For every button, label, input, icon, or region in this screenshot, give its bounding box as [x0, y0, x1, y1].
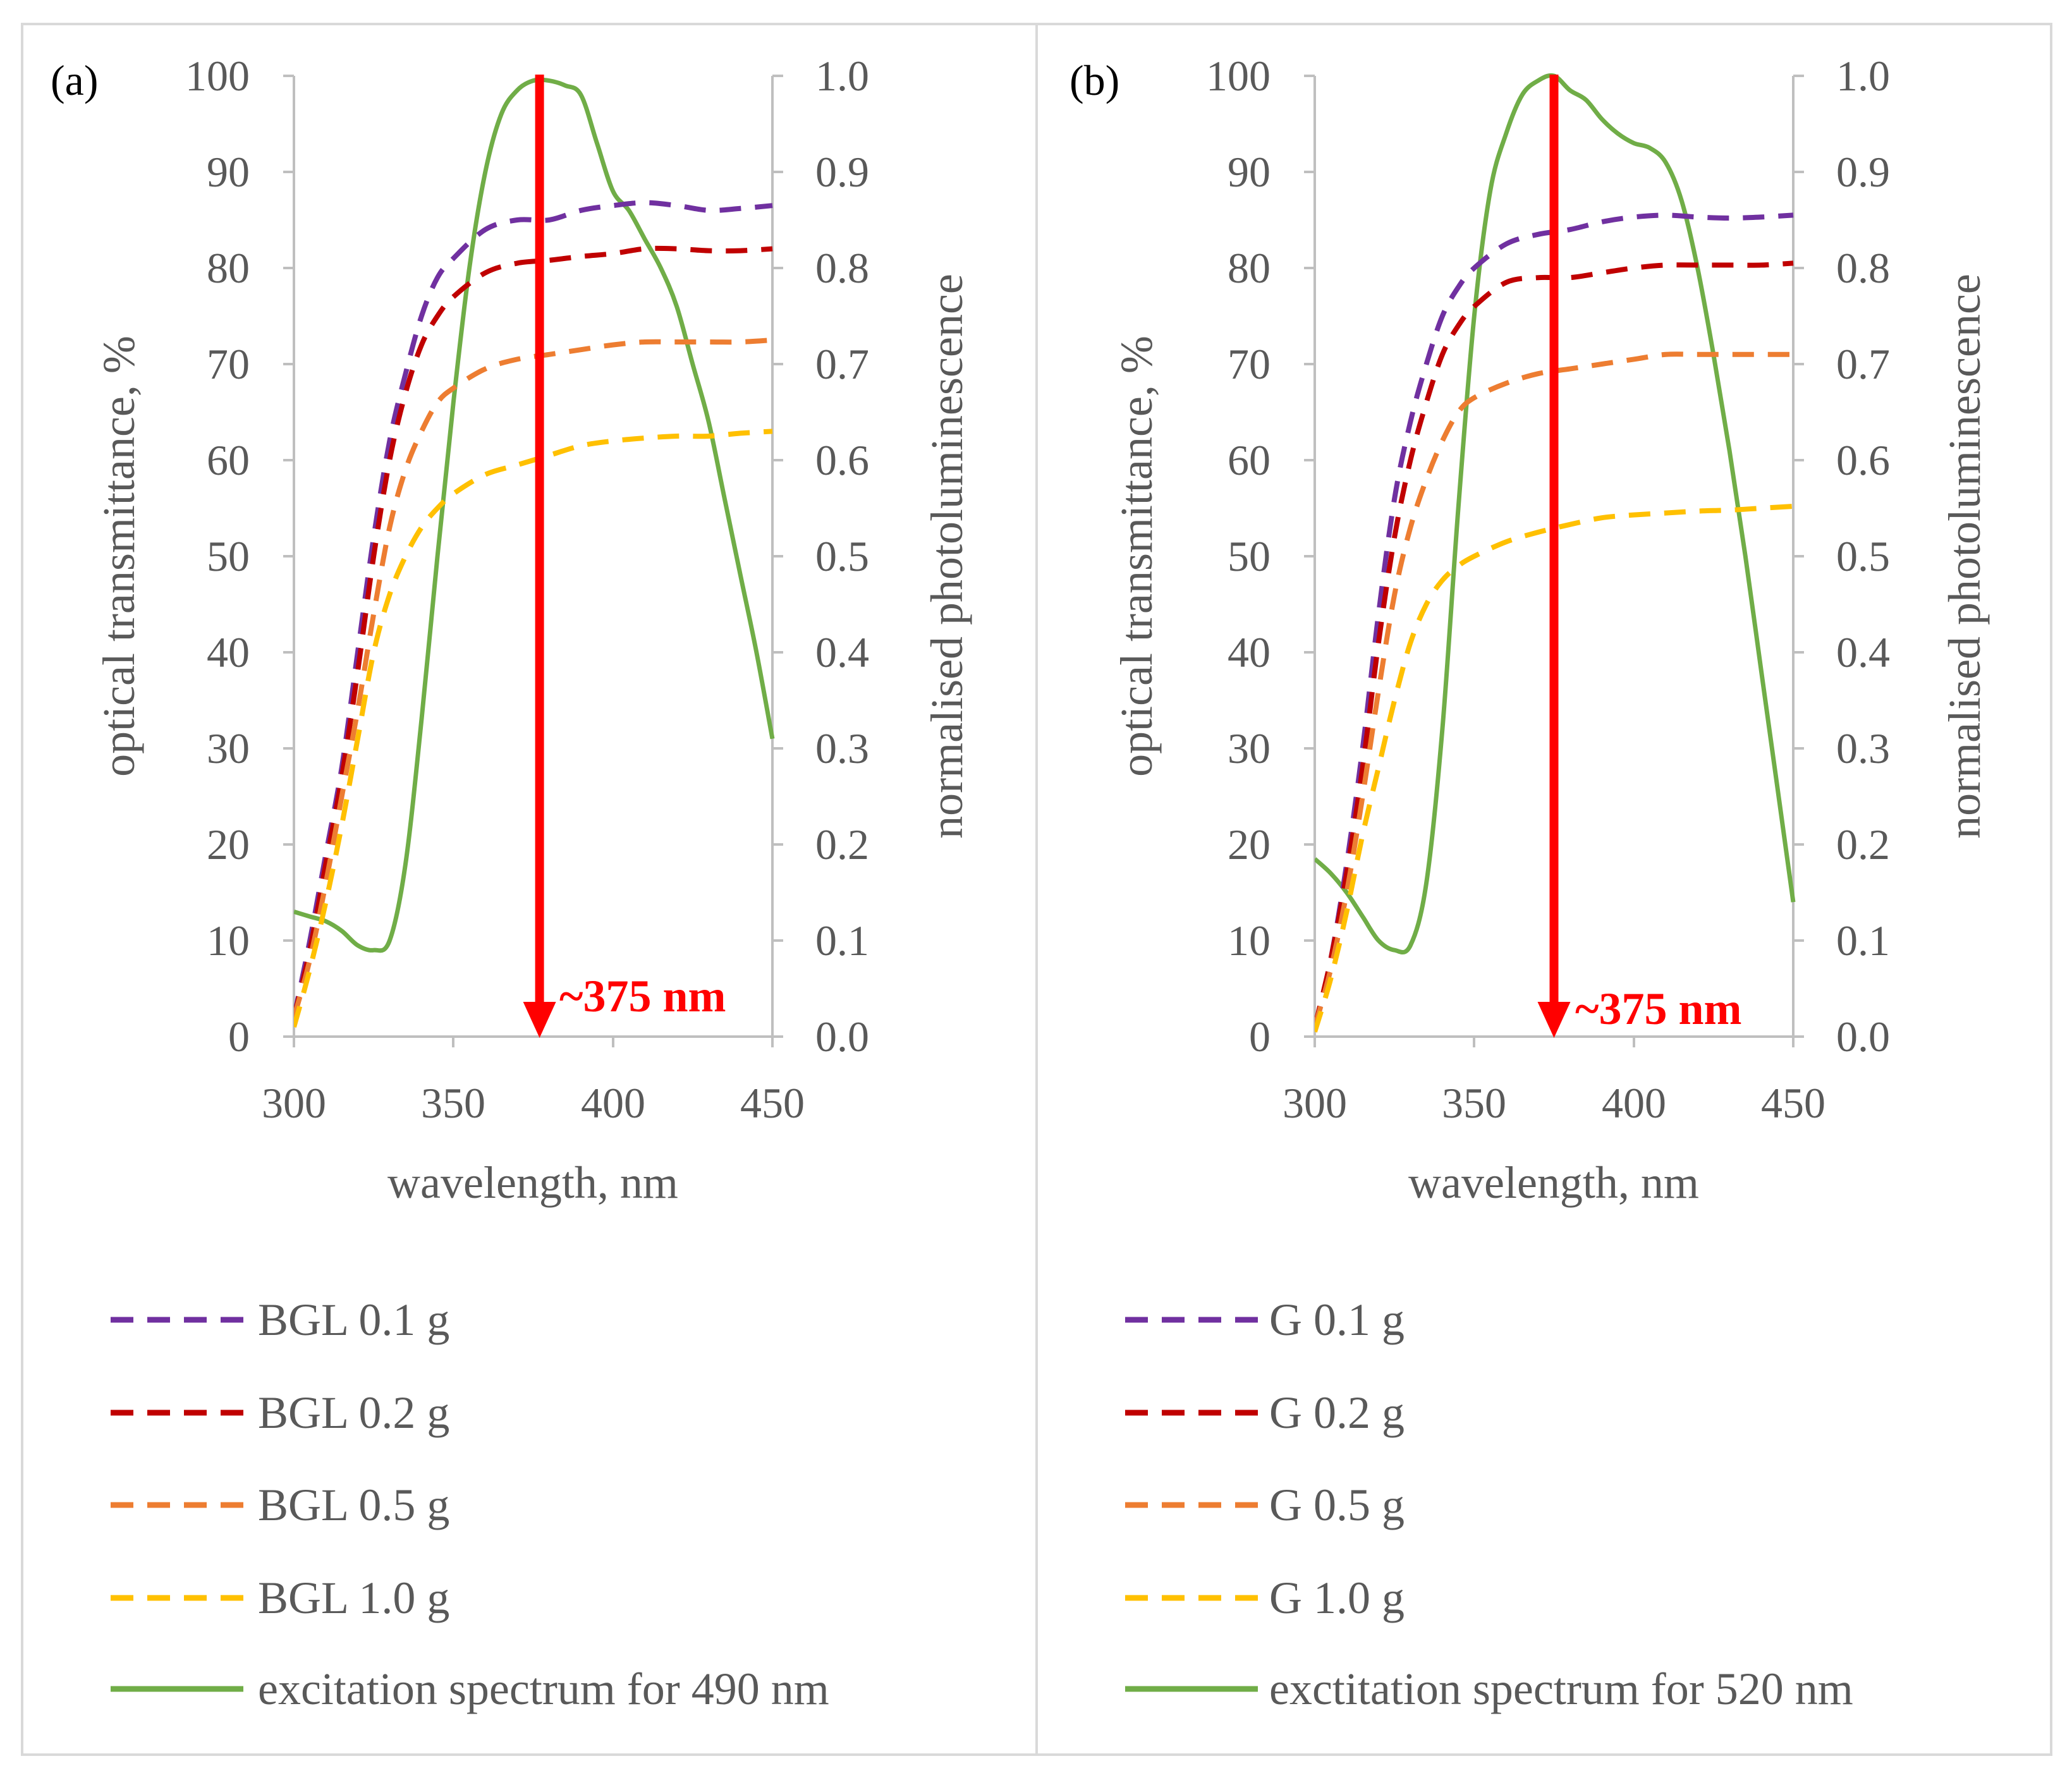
- ytick-label-a-6: 60: [207, 436, 250, 484]
- arrow-375nm-b: [1537, 75, 1571, 1038]
- y2tick-label-b-3: 0.3: [1836, 724, 1890, 772]
- right-ticks-a: [772, 75, 783, 1038]
- xtick-label-b-2: 400: [1602, 1079, 1666, 1127]
- series-line-a-3: [294, 429, 773, 1028]
- y2tick-label-a-7: 0.7: [815, 340, 869, 388]
- x-ticks-b: [1313, 1037, 1795, 1047]
- legend-label-a-3: BGL 1.0 g: [258, 1573, 449, 1623]
- panel-label-b: (b): [1070, 56, 1119, 104]
- y2tick-label-a-2: 0.2: [815, 820, 869, 868]
- y2tick-label-b-1: 0.1: [1836, 917, 1890, 965]
- ytick-label-a-10: 100: [185, 52, 250, 100]
- y2-axis-title-b: normalised photoluminescence: [1939, 274, 1990, 839]
- series-line-b-2: [1315, 351, 1793, 1028]
- y2tick-label-b-5: 0.5: [1836, 532, 1890, 580]
- y2tick-label-a-8: 0.8: [815, 244, 869, 292]
- legend-label-b-3: G 1.0 g: [1269, 1573, 1405, 1623]
- y2tick-label-b-10: 1.0: [1836, 52, 1890, 100]
- ytick-label-a-8: 80: [207, 244, 250, 292]
- legend-label-b-0: G 0.1 g: [1269, 1295, 1405, 1345]
- ytick-label-a-7: 70: [207, 340, 250, 388]
- legend-label-a-4: excitation spectrum for 490 nm: [258, 1664, 829, 1714]
- legend-b: G 0.1 g G 0.2 g G 0.5 g G 1.0 g exctitat…: [1125, 1295, 1853, 1714]
- ytick-label-b-7: 70: [1228, 340, 1271, 388]
- ytick-label-a-4: 40: [207, 628, 250, 676]
- x-ticks-a: [293, 1037, 774, 1047]
- y2tick-label-a-4: 0.4: [815, 628, 869, 676]
- y2tick-label-a-9: 0.9: [815, 148, 869, 196]
- ytick-label-b-1: 10: [1228, 917, 1271, 965]
- arrow-375nm-a: [523, 75, 556, 1038]
- xtick-label-a-1: 350: [421, 1079, 485, 1127]
- xtick-label-a-2: 400: [581, 1079, 645, 1127]
- y2-axis-title-a: normalised photoluminescence: [922, 274, 972, 839]
- annotation-375nm-a: ~375 nm: [559, 971, 726, 1021]
- ytick-label-b-9: 90: [1228, 148, 1271, 196]
- y2tick-label-b-2: 0.2: [1836, 820, 1890, 868]
- y2tick-label-b-6: 0.6: [1836, 436, 1890, 484]
- right-ticks-b: [1793, 75, 1804, 1038]
- legend-label-b-2: G 0.5 g: [1269, 1480, 1405, 1530]
- chart-panel-b: (b) 0 10 20 30 40: [1070, 52, 1990, 1714]
- ytick-label-b-8: 80: [1228, 244, 1271, 292]
- xtick-label-b-1: 350: [1442, 1079, 1506, 1127]
- y2tick-label-b-9: 0.9: [1836, 148, 1890, 196]
- xtick-label-b-3: 450: [1761, 1079, 1825, 1127]
- series-line-b-3: [1315, 504, 1794, 1033]
- legend-label-a-1: BGL 0.2 g: [258, 1387, 449, 1438]
- x-axis-title-b: wavelength, nm: [1408, 1157, 1699, 1208]
- legend-label-b-1: G 0.2 g: [1269, 1387, 1405, 1438]
- ytick-label-b-5: 50: [1228, 532, 1271, 580]
- y2tick-label-b-8: 0.8: [1836, 244, 1890, 292]
- legend-label-a-0: BGL 0.1 g: [258, 1295, 449, 1345]
- legend-label-a-2: BGL 0.5 g: [258, 1480, 449, 1530]
- y2tick-label-a-10: 1.0: [815, 52, 869, 100]
- xtick-label-a-0: 300: [262, 1079, 326, 1127]
- y2tick-label-a-6: 0.6: [815, 436, 869, 484]
- y2tick-label-b-7: 0.7: [1836, 340, 1890, 388]
- ytick-label-b-4: 40: [1228, 628, 1271, 676]
- left-ticks-a: [283, 75, 294, 1038]
- y2tick-label-a-1: 0.1: [815, 917, 869, 965]
- y-axis-title-a: optical transmittance, %: [94, 336, 144, 777]
- ytick-label-a-1: 10: [207, 917, 250, 965]
- y-axis-title-b: optical transmittance, %: [1111, 336, 1162, 777]
- annotation-375nm-b: ~375 nm: [1575, 984, 1741, 1034]
- legend-label-b-4: exctitation spectrum for 520 nm: [1269, 1664, 1853, 1714]
- ytick-label-b-0: 0: [1249, 1013, 1271, 1061]
- xtick-label-a-3: 450: [740, 1079, 805, 1127]
- ytick-label-a-2: 20: [207, 820, 250, 868]
- y2tick-label-a-0: 0.0: [815, 1013, 869, 1061]
- panel-label-a: (a): [51, 56, 98, 104]
- arrow-head-b: [1537, 1002, 1571, 1038]
- y2tick-label-a-3: 0.3: [815, 724, 869, 772]
- ytick-label-a-5: 50: [207, 532, 250, 580]
- y2tick-label-b-0: 0.0: [1836, 1013, 1890, 1061]
- panel-b-frame: [1035, 23, 2052, 1756]
- plot-area-a: [294, 77, 775, 1028]
- ytick-label-a-3: 30: [207, 724, 250, 772]
- ytick-label-a-9: 90: [207, 148, 250, 196]
- ytick-label-b-6: 60: [1228, 436, 1271, 484]
- chart-panel-a: (a) 0 10 20 30: [51, 52, 972, 1714]
- legend-a: BGL 0.1 g BGL 0.2 g BGL 0.5 g BGL 1.0 g …: [111, 1295, 829, 1714]
- y2tick-label-a-5: 0.5: [815, 532, 869, 580]
- series-line-a-4: [294, 77, 775, 953]
- panel-a-frame: [21, 23, 1038, 1756]
- ytick-label-b-10: 100: [1206, 52, 1271, 100]
- series-line-a-1: [294, 245, 773, 1018]
- left-ticks-b: [1304, 75, 1315, 1038]
- x-axis-title-a: wavelength, nm: [387, 1157, 678, 1208]
- y2tick-label-b-4: 0.4: [1836, 628, 1890, 676]
- series-line-a-2: [294, 338, 773, 1018]
- arrow-head-a: [523, 1002, 556, 1038]
- ytick-label-b-3: 30: [1228, 724, 1271, 772]
- xtick-label-b-0: 300: [1283, 1079, 1347, 1127]
- ytick-label-b-2: 20: [1228, 820, 1271, 868]
- series-line-a-0: [294, 200, 773, 1018]
- ytick-label-a-0: 0: [228, 1013, 250, 1061]
